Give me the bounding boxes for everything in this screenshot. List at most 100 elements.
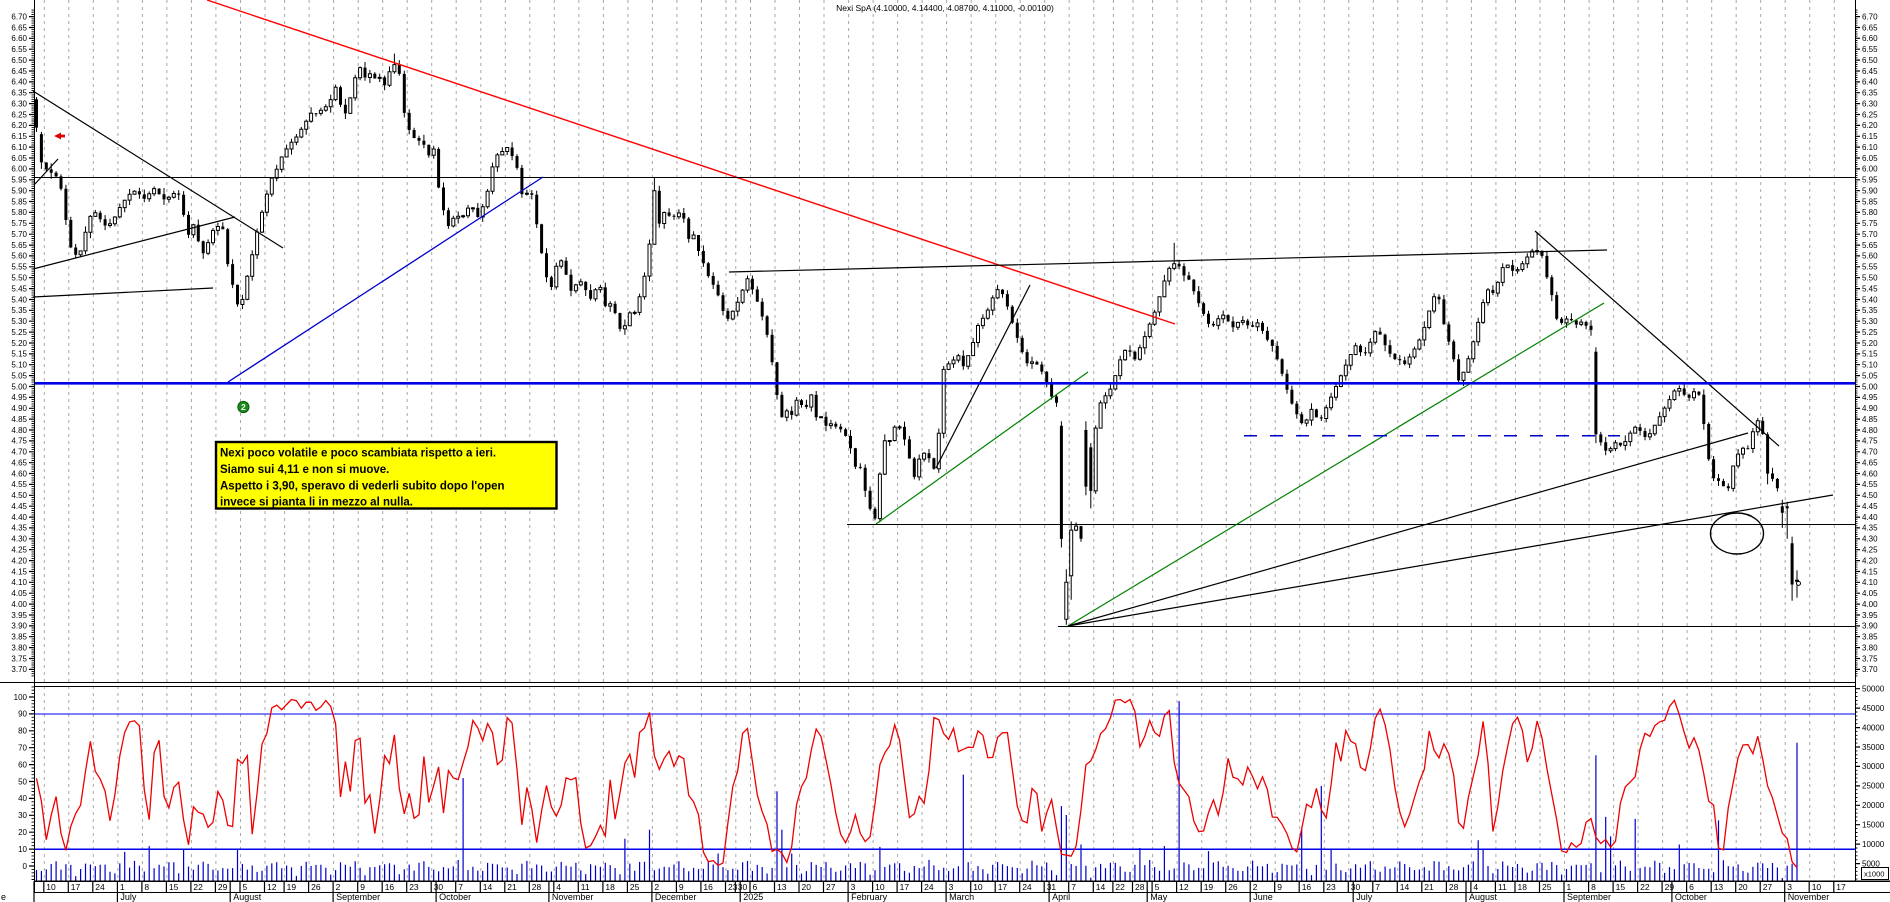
svg-text:4.95: 4.95 — [11, 393, 27, 402]
svg-text:5.65: 5.65 — [1862, 241, 1878, 250]
svg-text:Nexi poco volatile e poco scam: Nexi poco volatile e poco scambiata risp… — [220, 448, 496, 460]
svg-text:4.40: 4.40 — [11, 513, 27, 522]
svg-text:31: 31 — [1047, 882, 1057, 892]
svg-text:100: 100 — [14, 693, 28, 702]
svg-text:6.05: 6.05 — [11, 154, 27, 163]
svg-text:3: 3 — [949, 882, 954, 892]
svg-text:17: 17 — [1836, 882, 1846, 892]
svg-text:6.60: 6.60 — [1862, 34, 1878, 43]
svg-text:4.60: 4.60 — [11, 469, 27, 478]
svg-text:5.75: 5.75 — [1862, 219, 1878, 228]
svg-text:6.10: 6.10 — [11, 143, 27, 152]
svg-text:11: 11 — [581, 882, 590, 892]
svg-text:12: 12 — [1179, 882, 1189, 892]
svg-text:0: 0 — [23, 862, 28, 871]
svg-text:Aspetto i 3,90, speravo di ved: Aspetto i 3,90, speravo di vederli subit… — [220, 480, 505, 492]
svg-text:5.00: 5.00 — [11, 382, 27, 391]
svg-text:October: October — [439, 892, 471, 902]
svg-text:6.20: 6.20 — [1862, 121, 1878, 130]
svg-text:22: 22 — [193, 882, 203, 892]
svg-text:30: 30 — [738, 882, 748, 892]
svg-text:2: 2 — [1253, 882, 1258, 892]
svg-text:29: 29 — [218, 882, 228, 892]
svg-text:4.80: 4.80 — [1862, 426, 1878, 435]
svg-text:3.95: 3.95 — [11, 611, 27, 620]
svg-text:7: 7 — [458, 882, 463, 892]
svg-text:45000: 45000 — [1862, 704, 1885, 713]
svg-text:25: 25 — [1542, 882, 1552, 892]
svg-text:16: 16 — [703, 882, 713, 892]
svg-text:6.30: 6.30 — [1862, 99, 1878, 108]
svg-text:3.95: 3.95 — [1862, 611, 1878, 620]
svg-text:5.80: 5.80 — [11, 208, 27, 217]
svg-text:18: 18 — [1518, 882, 1528, 892]
svg-text:24: 24 — [924, 882, 934, 892]
svg-text:5.05: 5.05 — [1862, 371, 1878, 380]
svg-text:4.15: 4.15 — [11, 567, 27, 576]
svg-text:5.75: 5.75 — [11, 219, 27, 228]
svg-text:19: 19 — [1204, 882, 1214, 892]
svg-text:6.00: 6.00 — [1862, 165, 1878, 174]
svg-text:26: 26 — [311, 882, 321, 892]
svg-text:March: March — [949, 892, 974, 902]
svg-text:November: November — [552, 892, 594, 902]
svg-text:4.70: 4.70 — [1862, 448, 1878, 457]
svg-text:April: April — [1052, 892, 1070, 902]
svg-text:November: November — [1788, 892, 1830, 902]
svg-text:9: 9 — [1277, 882, 1282, 892]
svg-text:4.65: 4.65 — [11, 459, 27, 468]
svg-text:4.70: 4.70 — [11, 448, 27, 457]
svg-text:21: 21 — [507, 882, 517, 892]
svg-text:5.45: 5.45 — [11, 284, 27, 293]
svg-text:6.25: 6.25 — [11, 110, 27, 119]
svg-text:3.85: 3.85 — [1862, 633, 1878, 642]
svg-text:6.65: 6.65 — [11, 23, 27, 32]
svg-text:20: 20 — [1738, 882, 1748, 892]
svg-text:6.05: 6.05 — [1862, 154, 1878, 163]
svg-text:10: 10 — [973, 882, 983, 892]
svg-text:6.15: 6.15 — [1862, 132, 1878, 141]
svg-text:5.10: 5.10 — [11, 361, 27, 370]
svg-text:22: 22 — [1640, 882, 1650, 892]
svg-text:4.85: 4.85 — [11, 415, 27, 424]
svg-text:17: 17 — [71, 882, 81, 892]
svg-text:7: 7 — [1071, 882, 1076, 892]
svg-text:17: 17 — [900, 882, 910, 892]
svg-text:5.20: 5.20 — [1862, 339, 1878, 348]
svg-text:50: 50 — [18, 777, 27, 786]
svg-text:90: 90 — [18, 710, 27, 719]
svg-text:5.60: 5.60 — [1862, 252, 1878, 261]
svg-text:4.10: 4.10 — [11, 578, 27, 587]
svg-text:x1000: x1000 — [1864, 870, 1884, 879]
svg-text:27: 27 — [1763, 882, 1773, 892]
svg-text:4.85: 4.85 — [1862, 415, 1878, 424]
svg-text:70: 70 — [18, 744, 27, 753]
svg-text:60: 60 — [18, 760, 27, 769]
svg-text:6.10: 6.10 — [1862, 143, 1878, 152]
svg-text:5.55: 5.55 — [11, 263, 27, 272]
svg-text:6.50: 6.50 — [11, 56, 27, 65]
svg-text:5.85: 5.85 — [1862, 197, 1878, 206]
svg-text:5.85: 5.85 — [11, 197, 27, 206]
svg-text:30: 30 — [18, 811, 27, 820]
svg-text:28: 28 — [1135, 882, 1145, 892]
svg-text:14: 14 — [1096, 882, 1106, 892]
svg-text:5.25: 5.25 — [1862, 328, 1878, 337]
svg-text:October: October — [1675, 892, 1707, 902]
svg-text:5: 5 — [1155, 882, 1160, 892]
svg-text:9: 9 — [360, 882, 365, 892]
svg-text:6.50: 6.50 — [1862, 56, 1878, 65]
svg-text:5.30: 5.30 — [11, 317, 27, 326]
svg-text:4.00: 4.00 — [1862, 600, 1878, 609]
svg-text:July: July — [1356, 892, 1373, 902]
svg-text:6: 6 — [1689, 882, 1694, 892]
svg-text:4: 4 — [556, 882, 561, 892]
svg-text:2025: 2025 — [743, 892, 763, 902]
svg-text:21: 21 — [1424, 882, 1434, 892]
svg-text:5.15: 5.15 — [11, 350, 27, 359]
svg-text:4.90: 4.90 — [1862, 404, 1878, 413]
svg-text:4.45: 4.45 — [1862, 502, 1878, 511]
svg-text:4.15: 4.15 — [1862, 567, 1878, 576]
svg-text:5.90: 5.90 — [1862, 187, 1878, 196]
svg-text:18: 18 — [605, 882, 615, 892]
